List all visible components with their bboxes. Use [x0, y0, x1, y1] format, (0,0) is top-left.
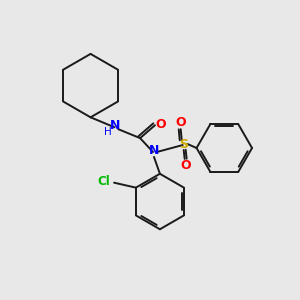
Text: N: N: [149, 143, 159, 157]
Text: N: N: [110, 119, 121, 132]
Text: S: S: [179, 138, 188, 151]
Text: H: H: [103, 127, 111, 137]
Text: Cl: Cl: [98, 175, 111, 188]
Text: O: O: [180, 159, 191, 172]
Text: O: O: [156, 118, 166, 131]
Text: O: O: [176, 116, 186, 129]
